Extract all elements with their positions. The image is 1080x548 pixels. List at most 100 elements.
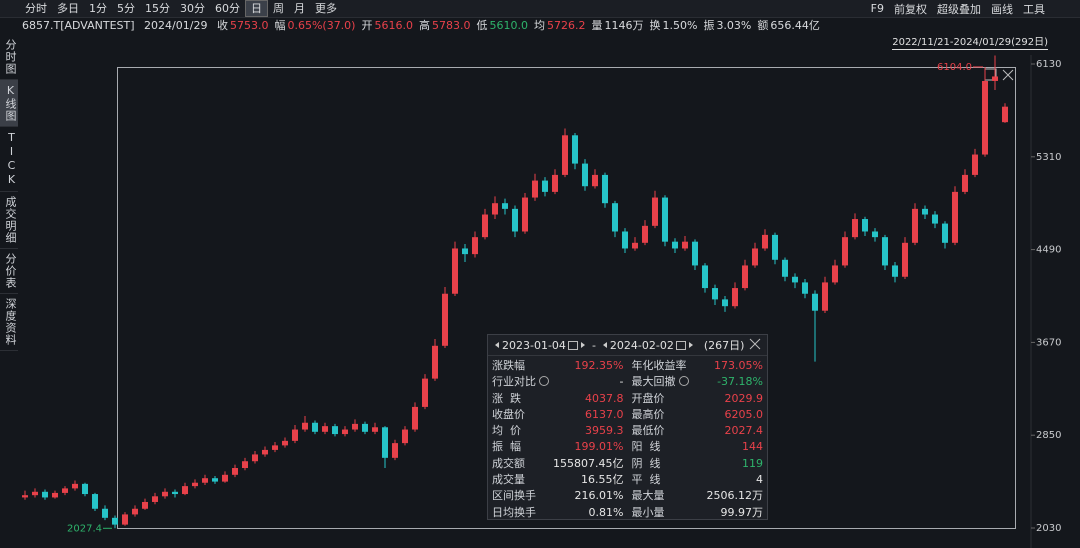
stats-label-text: 收盘价 [492, 407, 525, 421]
next-arrow[interactable] [580, 342, 585, 348]
candle-body [852, 219, 858, 238]
stats-label-text: 最高价 [631, 407, 665, 421]
y-tick-label: 6130 [1036, 59, 1061, 70]
close-icon[interactable] [1002, 69, 1014, 81]
close-button[interactable] [749, 338, 761, 350]
candle-body [782, 259, 788, 277]
period-tab[interactable]: 月 [294, 2, 305, 15]
field-label: 收 [216, 19, 228, 32]
stats-value: 3959.3 [585, 424, 624, 438]
candle-body [942, 223, 948, 243]
sidebar-tab[interactable]: K线图 [0, 80, 18, 127]
sidebar-tab[interactable]: 分价表 [0, 249, 18, 294]
stats-cell: 行业对比 - [488, 374, 628, 390]
field-value: 0.65%(37.0) [287, 19, 356, 32]
period-tab[interactable]: 分时 [25, 2, 47, 15]
tool-button[interactable]: 前复权 [894, 2, 927, 16]
stats-panel: 2023-01-04 - 2024-02-02 (267日) 涨跌幅 192.35… [487, 334, 768, 520]
field-value: 5610.0 [489, 19, 528, 32]
candle-body [862, 219, 868, 232]
stats-label-text: 均 价 [492, 424, 521, 438]
candle-body [462, 248, 468, 255]
start-date[interactable]: 2023-01-04 [502, 338, 566, 352]
candle-body [772, 234, 778, 260]
stats-value: 216.01% [574, 489, 624, 503]
period-tab[interactable]: 日 [245, 0, 268, 17]
prev-arrow[interactable] [602, 342, 607, 348]
tool-button[interactable]: 工具 [1023, 2, 1045, 16]
stats-label-text: 区间换手 [492, 489, 536, 503]
stats-cell: 阳 线 144 [628, 439, 768, 455]
stats-label: 年化收益率 [632, 358, 715, 374]
tool-button[interactable]: 超级叠加 [937, 2, 981, 16]
y-tick-label: 5310 [1036, 152, 1061, 163]
candle-body [672, 241, 678, 249]
y-tick-label: 2850 [1036, 430, 1061, 441]
candle-body [472, 237, 478, 255]
range-label[interactable]: 2022/11/21-2024/01/29(292日) [892, 37, 1048, 50]
period-tab[interactable]: 周 [273, 2, 284, 15]
stats-label-text: 最大回撤 [631, 375, 676, 389]
candle-body [972, 154, 978, 175]
period-tab[interactable]: 60分 [215, 2, 240, 15]
field-value: 5726.2 [546, 19, 586, 32]
period-tab[interactable]: 5分 [117, 2, 135, 15]
period-tab[interactable]: 多日 [57, 2, 79, 15]
stats-label: 平 线 [632, 472, 757, 488]
stats-cell: 平 线 4 [628, 472, 768, 488]
stats-label-text: 振 幅 [492, 440, 521, 454]
period-tab[interactable]: 1分 [89, 2, 107, 15]
candle-body [162, 491, 168, 497]
stats-label: 成交量 [492, 472, 581, 488]
candle-body [82, 483, 88, 495]
candle-body [342, 429, 348, 435]
candle-body [332, 426, 338, 435]
stats-cell: 最小量 99.97万 [628, 505, 768, 521]
candle-body [222, 474, 228, 482]
candle-body [212, 478, 218, 482]
quote-field: 量 1146万 [591, 19, 643, 32]
candle-body [442, 293, 448, 346]
help-icon[interactable] [678, 376, 689, 387]
next-arrow[interactable] [688, 342, 693, 348]
stats-rows: 涨跌幅 192.35% 年化收益率 173.05% 行业对比 - 最大回撤 -37.18% 涨 … [488, 356, 767, 521]
sidebar-tab[interactable]: 深度资料 [0, 294, 18, 351]
tool-button[interactable]: 画线 [991, 2, 1013, 16]
candle-body [712, 288, 718, 300]
period-tab[interactable]: 更多 [315, 2, 337, 15]
stats-row: 成交额 155807.45亿阴 线 119 [488, 456, 767, 472]
field-label: 量 [591, 19, 603, 32]
prev-arrow[interactable] [495, 342, 499, 348]
stats-label: 涨跌幅 [492, 358, 575, 374]
stats-cell: 年化收益率 173.05% [628, 358, 768, 374]
stats-label: 最高价 [632, 407, 725, 423]
stats-value: - [619, 375, 624, 389]
calendar-icon[interactable] [675, 340, 686, 350]
y-tick-label: 2030 [1036, 523, 1061, 534]
period-tabs: 分时 多日 1分 5分 15分 30分 60分日周月更多 [20, 0, 342, 17]
calendar-icon[interactable] [567, 340, 578, 350]
candle-body [132, 508, 138, 515]
candle-body [172, 491, 178, 495]
candle-body [932, 214, 938, 224]
tool-button[interactable]: F9 [870, 2, 884, 15]
candle-body [242, 461, 248, 469]
period-tab[interactable]: 15分 [145, 2, 170, 15]
candle-body [632, 242, 638, 249]
sidebar-tab[interactable]: TICK [0, 127, 18, 192]
field-label: 均 [533, 19, 545, 32]
end-date[interactable]: 2024-02-02 [609, 338, 674, 352]
help-icon[interactable] [539, 376, 549, 387]
symbol: 6857.T[ADVANTEST] [22, 19, 135, 32]
candle-body [492, 203, 498, 215]
candle-body [762, 234, 768, 249]
sidebar-tab[interactable]: 成交明细 [0, 192, 18, 249]
stats-cell: 均 价 3959.3 [488, 423, 628, 439]
high-marker-label: 6104.0 [937, 62, 972, 73]
stats-value: 173.05% [714, 359, 763, 372]
stats-label-text: 最低价 [631, 424, 665, 438]
candle-body [542, 180, 548, 192]
sidebar-tab[interactable]: 分时图 [0, 35, 18, 80]
period-tab[interactable]: 30分 [180, 2, 205, 15]
candle-body [452, 248, 458, 294]
